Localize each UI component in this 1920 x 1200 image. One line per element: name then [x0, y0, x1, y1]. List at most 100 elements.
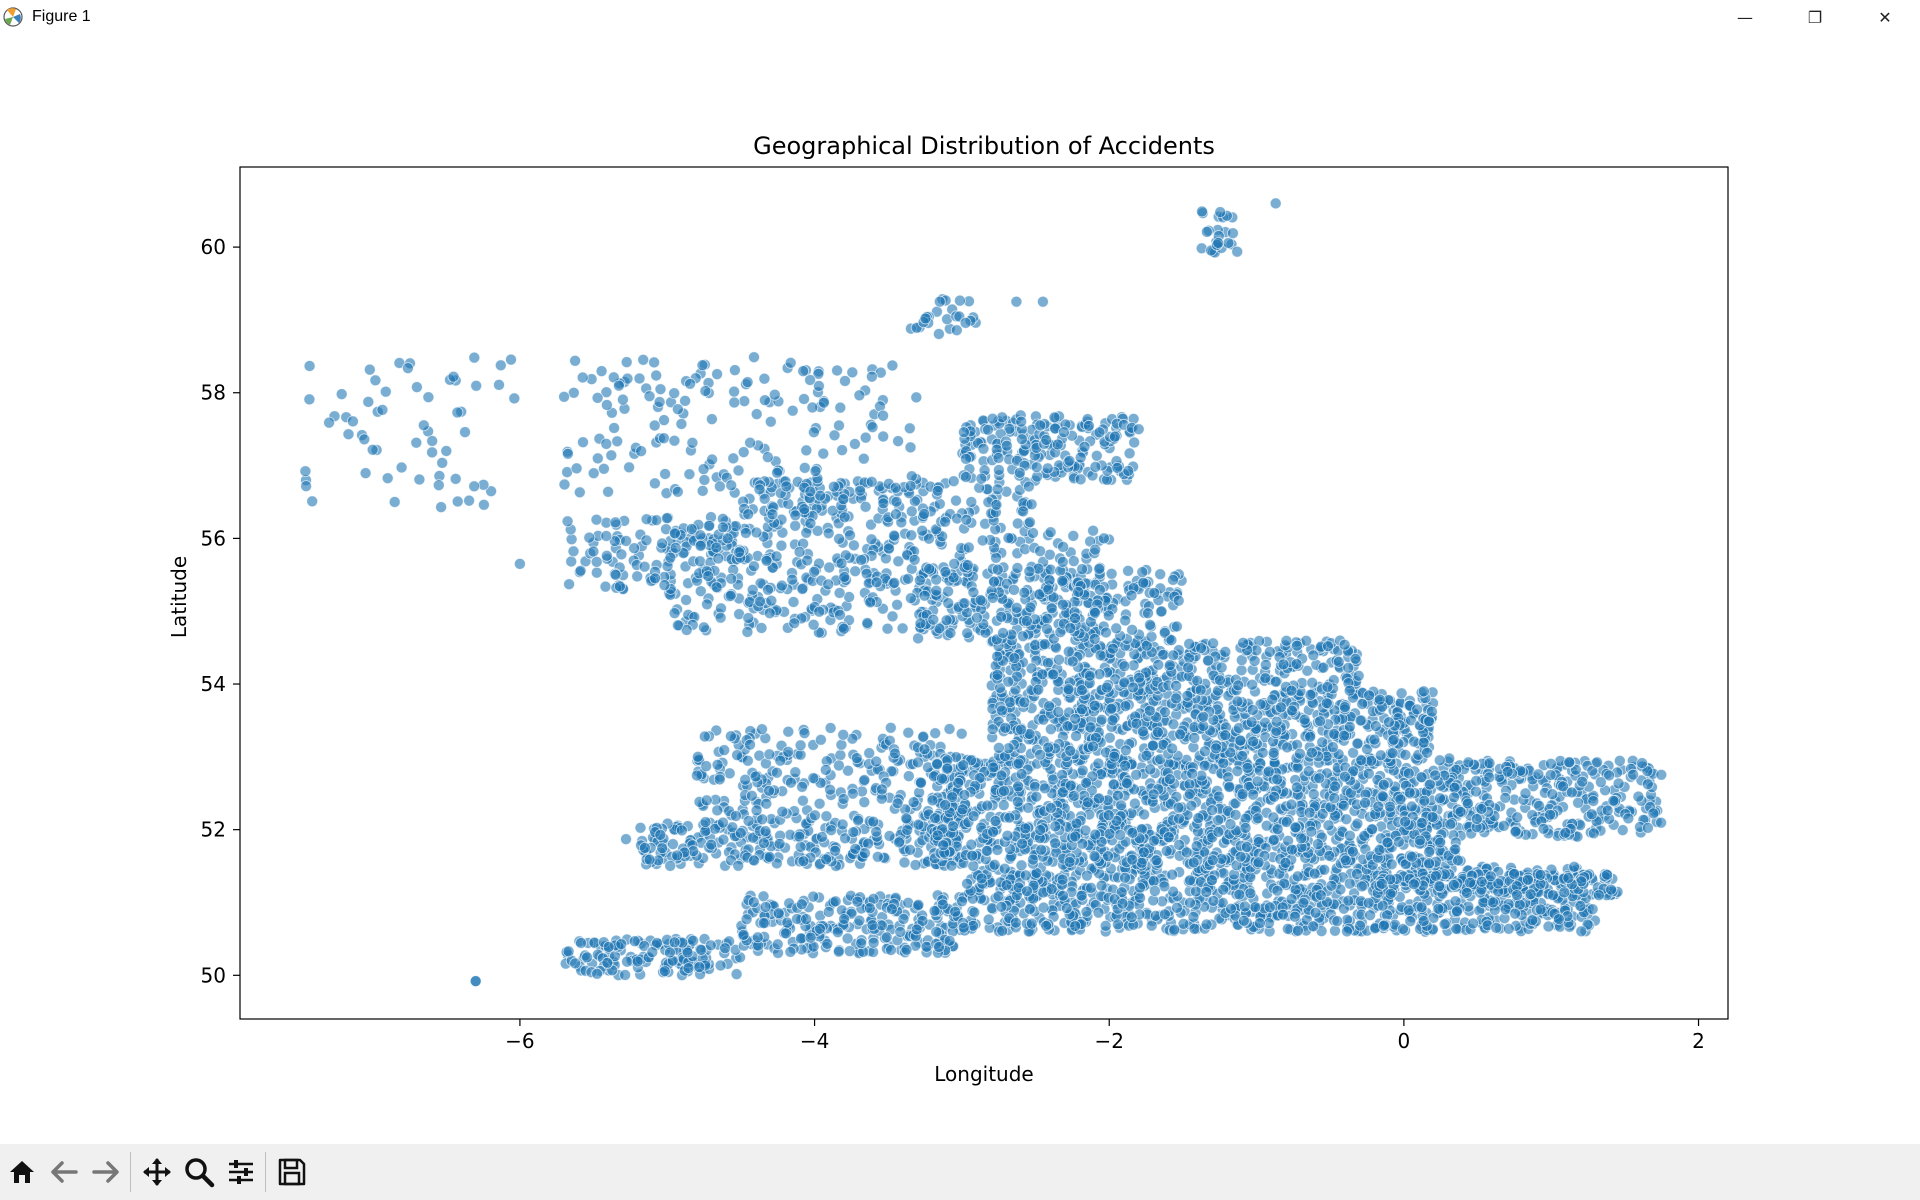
- data-point: [1593, 889, 1605, 901]
- data-point: [1575, 925, 1588, 938]
- data-point: [982, 913, 995, 926]
- data-point: [756, 723, 768, 736]
- matplotlib-app-icon: [3, 7, 23, 27]
- data-point: [930, 573, 943, 586]
- data-point: [1316, 736, 1329, 749]
- data-point: [929, 812, 941, 825]
- data-point: [782, 745, 795, 758]
- data-point: [1343, 877, 1356, 890]
- data-point: [916, 915, 929, 927]
- data-point: [782, 725, 795, 738]
- data-point: [1154, 568, 1167, 581]
- data-point: [1249, 901, 1262, 914]
- data-point: [952, 776, 965, 789]
- data-point: [968, 906, 981, 919]
- data-point: [901, 824, 914, 836]
- data-point: [1067, 529, 1080, 542]
- data-point: [904, 844, 916, 856]
- data-point: [1475, 803, 1488, 815]
- data-point: [1238, 914, 1250, 927]
- data-point: [1130, 768, 1143, 781]
- data-point: [1297, 896, 1310, 909]
- data-point: [714, 959, 727, 972]
- data-point: [886, 903, 898, 915]
- data-point: [1394, 793, 1407, 806]
- data-point: [1225, 902, 1237, 915]
- data-point: [748, 854, 760, 867]
- data-point: [841, 932, 854, 945]
- data-point: [1008, 652, 1021, 664]
- data-point: [1223, 781, 1236, 793]
- data-point: [850, 752, 863, 764]
- data-point: [758, 837, 770, 849]
- data-point: [1387, 733, 1400, 746]
- data-point: [956, 895, 968, 908]
- data-point: [1212, 790, 1225, 803]
- data-point: [1105, 703, 1117, 715]
- data-point: [1032, 683, 1045, 696]
- data-point: [795, 932, 807, 945]
- data-point: [1088, 699, 1101, 712]
- data-point: [1277, 908, 1289, 921]
- data-point: [1434, 836, 1447, 849]
- data-point: [958, 789, 971, 801]
- data-point: [1259, 659, 1272, 671]
- data-point: [1524, 888, 1537, 901]
- data-point: [987, 761, 1000, 774]
- data-point: [1384, 800, 1396, 813]
- data-point: [1328, 792, 1341, 804]
- data-point: [1094, 649, 1107, 662]
- data-point: [1125, 589, 1138, 602]
- data-point: [682, 962, 695, 974]
- data-point: [1134, 881, 1146, 894]
- data-point: [1627, 768, 1639, 781]
- data-point: [1591, 756, 1603, 769]
- minimize-button[interactable]: —: [1737, 7, 1753, 27]
- data-point: [1002, 532, 1015, 544]
- data-point: [1248, 655, 1261, 667]
- data-point: [1070, 730, 1082, 742]
- data-point: [1462, 756, 1475, 769]
- data-point: [676, 824, 688, 837]
- data-point: [838, 913, 850, 925]
- data-point: [1294, 747, 1306, 760]
- data-point: [1192, 812, 1205, 824]
- data-point: [1183, 638, 1196, 650]
- data-point: [1355, 880, 1368, 893]
- data-point: [1470, 775, 1483, 787]
- data-point: [999, 722, 1012, 734]
- data-point: [1172, 801, 1185, 814]
- data-point: [1327, 741, 1339, 753]
- data-point: [1184, 874, 1196, 887]
- data-point: [1448, 791, 1460, 804]
- data-point: [1414, 834, 1426, 847]
- data-point: [780, 927, 792, 940]
- data-point: [1585, 808, 1598, 821]
- data-point: [928, 905, 941, 917]
- restore-button[interactable]: ❐: [1807, 7, 1823, 27]
- data-point: [1339, 701, 1351, 713]
- data-point: [961, 627, 974, 640]
- data-point: [687, 934, 699, 947]
- data-point: [1252, 812, 1264, 825]
- data-point: [1260, 819, 1273, 832]
- data-point: [1068, 790, 1080, 802]
- data-point: [1434, 792, 1446, 805]
- figure-canvas[interactable]: −6 −4 −2 0 2 50 52 54 56 58 60 Geographical Distr…: [0, 34, 1920, 1144]
- data-point: [737, 928, 750, 941]
- data-point: [1166, 742, 1178, 755]
- data-point: [1049, 837, 1061, 850]
- data-point: [1449, 843, 1462, 856]
- data-point: [1373, 844, 1386, 856]
- data-point: [1307, 788, 1320, 801]
- data-point: [1076, 563, 1088, 575]
- close-button[interactable]: ✕: [1878, 7, 1892, 27]
- data-point: [1180, 846, 1193, 859]
- data-point: [1004, 696, 1016, 708]
- data-point: [1194, 684, 1207, 696]
- data-point: [837, 728, 850, 741]
- data-point: [943, 934, 956, 947]
- data-point: [835, 738, 848, 751]
- data-point: [1374, 749, 1387, 762]
